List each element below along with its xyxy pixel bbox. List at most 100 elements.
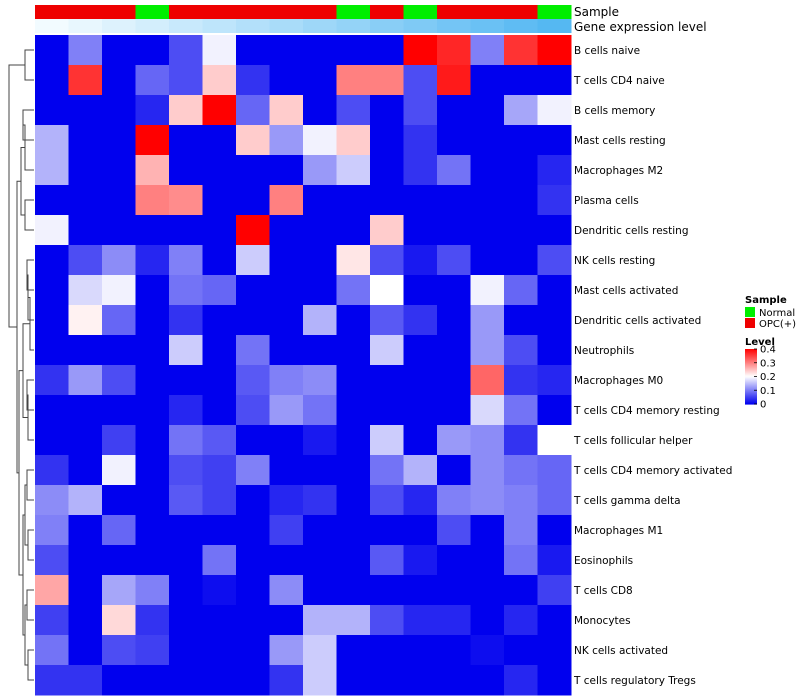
colorbar-segment	[745, 382, 757, 384]
heatmap-cell	[437, 455, 471, 486]
heatmap-cell	[470, 245, 505, 276]
gene-annotation-cell	[35, 19, 69, 33]
heatmap-cell	[537, 485, 572, 516]
heatmap-cell	[504, 485, 538, 516]
heatmap-cell	[236, 245, 270, 276]
heatmap-cell	[437, 575, 471, 606]
colorbar-segment	[745, 389, 757, 392]
heatmap-cell	[102, 185, 136, 216]
heatmap-cell	[336, 215, 371, 246]
heatmap-cell	[102, 515, 136, 546]
row-label: T cells CD8	[573, 585, 633, 597]
heatmap-cell	[169, 575, 203, 606]
heatmap-cell	[303, 155, 337, 186]
heatmap-cell	[537, 35, 572, 66]
heatmap-cell	[437, 545, 471, 576]
heatmap-cell	[537, 665, 572, 696]
colorbar-segment	[745, 355, 757, 358]
heatmap-cell	[269, 545, 304, 576]
heatmap-cell	[370, 305, 404, 336]
colorbar-segment	[745, 394, 757, 396]
sample-annotation-cell	[135, 5, 170, 19]
heatmap-cell	[504, 545, 538, 576]
dendrogram-branch	[24, 49, 34, 81]
heatmap-cell	[437, 95, 471, 126]
gene-annotation-cell	[236, 19, 270, 33]
heatmap-cell	[470, 305, 505, 336]
heatmap-cell	[470, 425, 505, 456]
heatmap-cell	[269, 485, 304, 516]
colorbar-segment	[745, 391, 757, 394]
heatmap-cell	[437, 155, 471, 186]
heatmap-cell	[202, 455, 237, 486]
heatmap-cell	[135, 65, 170, 96]
heatmap-cell	[504, 575, 538, 606]
heatmap-cell	[336, 35, 371, 66]
heatmap-cell	[537, 515, 572, 546]
heatmap-cell	[537, 275, 572, 306]
colorbar-segment	[745, 368, 757, 371]
row-label: T cells CD4 memory resting	[573, 405, 720, 417]
heatmap-cell	[169, 35, 203, 66]
heatmap-cell	[437, 215, 471, 246]
row-label: T cells follicular helper	[573, 435, 693, 447]
heatmap-cell	[336, 185, 371, 216]
heatmap-cell	[537, 185, 572, 216]
colorbar-segment	[745, 362, 757, 364]
heatmap-cell	[169, 515, 203, 546]
heatmap-cell	[269, 455, 304, 486]
heatmap-cell	[269, 95, 304, 126]
colorbar-tick-label: 0.4	[760, 345, 776, 356]
heatmap-cell	[537, 65, 572, 96]
colorbar-segment	[745, 388, 757, 391]
heatmap-cell	[504, 365, 538, 396]
colorbar-tick-label: 0.3	[760, 358, 776, 369]
heatmap-cell	[202, 665, 237, 696]
heatmap-cell	[102, 635, 136, 666]
colorbar-segment	[745, 401, 757, 404]
heatmap-cell	[336, 425, 371, 456]
heatmap-cell	[504, 245, 538, 276]
colorbar-segment	[745, 361, 757, 363]
heatmap-cell	[102, 395, 136, 426]
heatmap-cell	[135, 395, 170, 426]
heatmap-cell	[437, 515, 471, 546]
heatmap-cell	[236, 545, 270, 576]
heatmap-cell	[303, 635, 337, 666]
heatmap-cell	[470, 35, 505, 66]
dendrogram-branch	[27, 529, 34, 561]
heatmap-cell	[135, 515, 170, 546]
heatmap-cell	[537, 635, 572, 666]
heatmap-cell	[68, 305, 103, 336]
sample-annotation-cell	[269, 5, 304, 19]
heatmap-cell	[336, 245, 371, 276]
heatmap-cell	[68, 155, 103, 186]
heatmap-cell	[135, 335, 170, 366]
heatmap-cell	[102, 35, 136, 66]
heatmap-cell	[169, 125, 203, 156]
heatmap-cell	[470, 65, 505, 96]
heatmap-cell	[269, 155, 304, 186]
heatmap-cell	[169, 545, 203, 576]
heatmap-cell	[169, 155, 203, 186]
colorbar-segment	[745, 349, 757, 351]
heatmap-cell	[135, 545, 170, 576]
sample-annotation-cell	[169, 5, 203, 19]
heatmap-cell	[470, 665, 505, 696]
heatmap-cell	[370, 395, 404, 426]
heatmap-cell	[403, 35, 438, 66]
heatmap-cell	[303, 335, 337, 366]
heatmap-cell	[403, 185, 438, 216]
heatmap-cell	[437, 395, 471, 426]
heatmap-cell	[403, 665, 438, 696]
heatmap-cell	[35, 335, 69, 366]
heatmap-cell	[135, 425, 170, 456]
heatmap-cell	[403, 395, 438, 426]
heatmap-cell	[68, 275, 103, 306]
heatmap-cell	[102, 665, 136, 696]
heatmap-cell	[169, 485, 203, 516]
heatmap-cell	[236, 425, 270, 456]
sample-annotation-cell	[437, 5, 471, 19]
heatmap-cell	[135, 155, 170, 186]
